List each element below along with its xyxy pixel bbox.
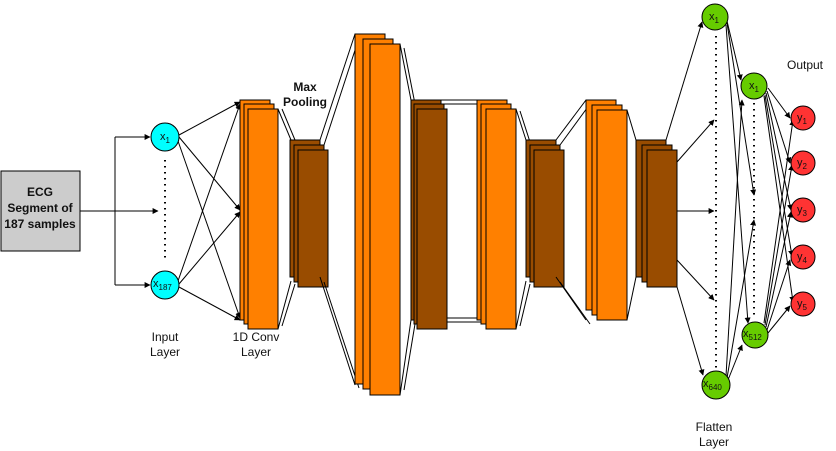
- ecg-input-line-2: Segment of: [7, 201, 73, 215]
- pool-block: [646, 149, 678, 288]
- ecg-input-line-3: 187 samples: [4, 217, 76, 231]
- pool-layer-2: [410, 99, 448, 330]
- output-node-4: [790, 244, 816, 270]
- edge: [665, 21, 704, 141]
- dense-node-1-label: x1: [749, 80, 760, 94]
- flatten-node-1: [701, 3, 729, 31]
- edge: [177, 140, 242, 319]
- input-node-1-label: x1: [160, 131, 171, 145]
- output-node-5: [790, 291, 816, 317]
- output-layer-nodes: y1 y2 y3 y4 y5: [790, 105, 816, 317]
- max-pooling-label-line-1: Max: [293, 80, 317, 94]
- edge: [676, 286, 705, 376]
- dense-node-512-label: x512: [743, 328, 762, 342]
- edge: [676, 119, 715, 163]
- output-node-1: [790, 105, 816, 131]
- input-layer-label-line-2: Layer: [150, 345, 180, 359]
- connector-lines: [555, 99, 591, 325]
- output-node-5-label: y5: [797, 298, 808, 312]
- output-node-4-label: y4: [797, 251, 808, 265]
- flatten-node-640: [701, 370, 731, 400]
- dense-to-output-edges: [763, 87, 796, 334]
- edge: [178, 136, 241, 211]
- conv-layer-2: [354, 33, 401, 396]
- flatten-layer-label-line-1: Flatten: [696, 420, 733, 434]
- dense-node-512: [741, 321, 769, 349]
- conv-block: [596, 109, 628, 321]
- conv-block: [369, 43, 401, 396]
- output-node-2: [790, 150, 816, 176]
- connector-lines: [319, 33, 360, 389]
- flatten-layer-label-line-2: Layer: [699, 435, 729, 449]
- input-node-187-label: x187: [153, 278, 172, 292]
- connector-lines: [399, 43, 416, 396]
- conv-block: [247, 108, 279, 330]
- output-node-3: [790, 197, 816, 223]
- conv-layer-4: [585, 99, 628, 321]
- dense-layer-nodes: x1 x512: [740, 72, 769, 349]
- pool-layer-1: [289, 139, 329, 288]
- input-edges: [80, 134, 159, 288]
- flatten-node-640-label: x640: [703, 378, 722, 392]
- pool-layer-3: [525, 139, 565, 288]
- input-to-conv-edges: [177, 101, 242, 321]
- dense-node-1: [740, 72, 768, 100]
- pool-block: [533, 149, 565, 288]
- input-layer-label-line-1: Input: [152, 330, 179, 344]
- pool-block: [416, 108, 448, 330]
- layer-labels: Input Layer 1D Conv Layer Max Pooling Fl…: [150, 58, 824, 449]
- output-node-2-label: y2: [797, 157, 808, 171]
- input-layer-nodes: x1 x187: [150, 122, 180, 300]
- flatten-to-dense-edges: [725, 20, 757, 381]
- ecg-input-rect: [0, 170, 81, 252]
- output-node-1-label: y1: [797, 112, 808, 126]
- max-pooling-label-line-2: Pooling: [283, 95, 327, 109]
- edge: [178, 211, 241, 285]
- output-node-3-label: y3: [797, 204, 808, 218]
- pool-to-flatten-edges: [665, 21, 715, 376]
- edge: [676, 259, 715, 301]
- flatten-layer-nodes: x1 x640: [701, 3, 731, 400]
- output-label: Output: [787, 58, 824, 72]
- flatten-node-1-label: x1: [709, 11, 720, 25]
- conv-layer-1: [239, 99, 279, 330]
- conv-layer-label-line-2: Layer: [241, 345, 271, 359]
- edge: [178, 286, 241, 321]
- pool-layer-4: [635, 139, 678, 288]
- ecg-input-line-1: ECG: [27, 185, 53, 199]
- edge: [178, 101, 241, 136]
- connector-lines: [515, 108, 531, 330]
- connector-lines: [441, 99, 481, 323]
- edge: [177, 103, 242, 282]
- conv-layer-3: [476, 99, 517, 330]
- pool-block: [297, 149, 329, 288]
- connector-lines: [626, 109, 637, 321]
- conv-block: [485, 108, 517, 330]
- input-node-187: [150, 270, 180, 300]
- ecg-input-box: ECG Segment of 187 samples: [0, 170, 81, 252]
- conv-layer-label-line-1: 1D Conv: [233, 330, 280, 344]
- connector-lines: [277, 108, 296, 330]
- input-node-1: [150, 122, 180, 152]
